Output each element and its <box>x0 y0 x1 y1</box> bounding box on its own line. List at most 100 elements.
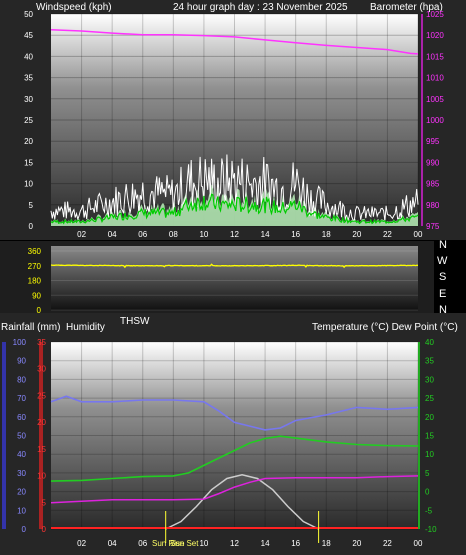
wind-tick-label: 30 <box>24 95 33 104</box>
wind-tick-label: 10 <box>24 180 33 189</box>
temperature-tick-label: 30 <box>425 375 434 384</box>
barometer-tick-label: 990 <box>426 158 440 167</box>
rain-tick-label: 25 <box>37 391 46 400</box>
compass-w: W <box>437 255 448 267</box>
temperature-tick-label: 25 <box>425 394 434 403</box>
temperature-tick-label: 40 <box>425 338 434 347</box>
rain-tick-label: 20 <box>37 418 46 427</box>
direction-tick-label: 360 <box>28 247 42 256</box>
barometer-axis-bar <box>421 14 423 226</box>
temperature-tick-label: 0 <box>425 488 430 497</box>
humidity-header: Humidity <box>66 322 105 333</box>
temperature-hour-label: 18 <box>322 539 331 548</box>
barometer-tick-label: 1010 <box>426 74 444 83</box>
humidity-line <box>50 395 419 431</box>
compass-n-top: N <box>439 239 447 251</box>
barometer-tick-label: 995 <box>426 137 440 146</box>
direction-tick-label: 0 <box>37 306 42 315</box>
direction-plot-area <box>51 246 418 310</box>
humidity-tick-label: 20 <box>17 488 26 497</box>
temperature-hour-label: 10 <box>199 539 208 548</box>
wind-hour-label: 12 <box>230 230 239 239</box>
windspeed-header: Windspeed (kph) <box>36 2 112 13</box>
temperature-hour-label: 02 <box>77 539 86 548</box>
direction-tick-label: 90 <box>32 291 41 300</box>
temperature-hour-label: 22 <box>383 539 392 548</box>
humidity-tick-label: 0 <box>22 525 27 534</box>
rain-tick-label: 0 <box>42 525 47 534</box>
rainfall-header: Rainfall (mm) <box>1 322 60 333</box>
dew-point-line <box>50 475 419 504</box>
barometer-tick-label: 1005 <box>426 95 444 104</box>
humidity-tick-label: 40 <box>17 450 26 459</box>
wind-hour-label: 22 <box>383 230 392 239</box>
barometer-tick-label: 1000 <box>426 116 444 125</box>
rain-axis-bar <box>39 342 43 529</box>
wind-hour-label: 04 <box>108 230 117 239</box>
humidity-tick-label: 10 <box>17 506 26 515</box>
temperature-hour-label: 12 <box>230 539 239 548</box>
wind-tick-label: 25 <box>24 116 33 125</box>
temperature-tick-label: -5 <box>425 506 433 515</box>
rain-tick-label: 30 <box>37 365 46 374</box>
wind-hour-label: 16 <box>291 230 300 239</box>
barometer-header: Barometer (hpa) <box>370 2 443 13</box>
wind-hour-label: 06 <box>138 230 147 239</box>
sun-elevation-curve <box>165 474 319 530</box>
humidity-tick-label: 30 <box>17 469 26 478</box>
temperature-plot-area <box>51 342 418 529</box>
temperature-hour-label: 00 <box>414 539 423 548</box>
wind-tick-label: 5 <box>29 201 34 210</box>
temperature-hour-label: 16 <box>291 539 300 548</box>
date-header: 24 hour graph day : 23 November 2025 <box>173 2 348 13</box>
temperature-tick-label: 15 <box>425 432 434 441</box>
temperature-tick-label: 10 <box>425 450 434 459</box>
rain-tick-label: 5 <box>42 498 47 507</box>
barometer-tick-label: 1015 <box>426 52 444 61</box>
sunrise-label: Sun Rise <box>152 539 185 548</box>
wind-hour-label: 20 <box>352 230 361 239</box>
windspeed-gust-line <box>50 154 419 223</box>
wind-tick-label: 40 <box>24 52 33 61</box>
wind-hour-label: 02 <box>77 230 86 239</box>
humidity-tick-label: 50 <box>17 432 26 441</box>
wind-hour-label: 14 <box>261 230 270 239</box>
temperature-hour-label: 06 <box>138 539 147 548</box>
temperature-axis-bar <box>418 342 420 529</box>
barometer-line <box>50 28 419 55</box>
wind-tick-label: 50 <box>24 10 33 19</box>
temperature-tick-label: 5 <box>425 469 430 478</box>
barometer-tick-label: 1020 <box>426 31 444 40</box>
humidity-tick-label: 60 <box>17 413 26 422</box>
compass-s: S <box>439 271 446 283</box>
humidity-axis-bar <box>2 342 6 529</box>
sunset-label: Sun Set <box>170 539 199 548</box>
windspeed-average-line <box>50 193 419 225</box>
barometer-tick-label: 980 <box>426 201 440 210</box>
wind-tick-label: 45 <box>24 31 33 40</box>
temperature-hour-label: 20 <box>352 539 361 548</box>
wind-hour-label: 18 <box>322 230 331 239</box>
barometer-tick-label: 1025 <box>426 10 444 19</box>
rain-tick-label: 10 <box>37 472 46 481</box>
humidity-tick-label: 70 <box>17 394 26 403</box>
temperature-tick-label: 20 <box>425 413 434 422</box>
barometer-tick-label: 985 <box>426 180 440 189</box>
wind-tick-label: 35 <box>24 74 33 83</box>
wind-hour-label: 08 <box>169 230 178 239</box>
axis-labels: 0510152025303540455097598098599099510001… <box>13 10 445 548</box>
temperature-hour-label: 04 <box>108 539 117 548</box>
humidity-tick-label: 100 <box>13 338 27 347</box>
humidity-tick-label: 80 <box>17 375 26 384</box>
wind-hour-label: 10 <box>199 230 208 239</box>
temperature-tick-label: -10 <box>425 525 437 534</box>
direction-tick-label: 180 <box>28 277 42 286</box>
wind-tick-label: 0 <box>29 222 34 231</box>
wind-hour-label: 00 <box>414 230 423 239</box>
wind-direction-line <box>50 263 418 269</box>
temperature-line <box>50 435 419 482</box>
rain-tick-label: 15 <box>37 445 46 454</box>
series-layer <box>50 28 419 543</box>
humidity-tick-label: 90 <box>17 357 26 366</box>
